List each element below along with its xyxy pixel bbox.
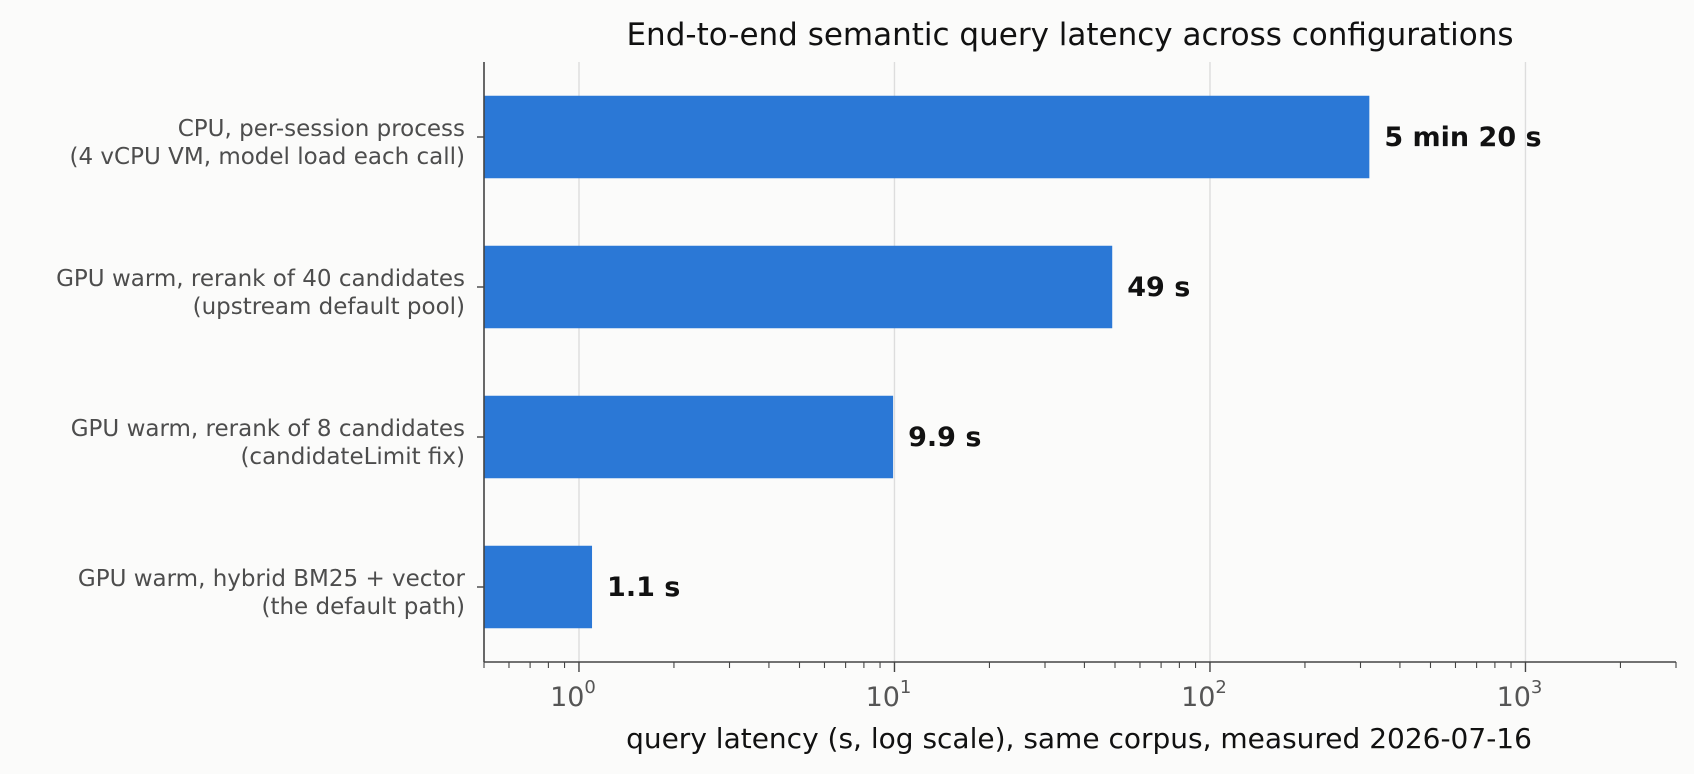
value-label-3: 1.1 s [607,572,680,603]
value-label-0: 5 min 20 s [1384,122,1541,153]
category-label-3-line2: (the default path) [261,594,465,620]
category-label-2-line2: (candidateLimit fix) [240,444,465,470]
chart-title: End-to-end semantic query latency across… [626,17,1513,53]
axes: 100 101 102 103 [477,62,1677,713]
bar-3 [484,545,593,629]
value-labels: 5 min 20 s 49 s 9.9 s 1.1 s [607,122,1542,603]
x-tick-label-0: 100 [550,677,596,713]
x-tick-label-2: 102 [1181,677,1227,713]
bar-2 [484,395,894,479]
category-label-3-line1: GPU warm, hybrid BM25 + vector [78,566,466,592]
category-label-1-line2: (upstream default pool) [193,294,465,320]
category-labels: CPU, per-session process(4 vCPU VM, mode… [56,116,465,620]
category-label-1-line1: GPU warm, rerank of 40 candidates [56,266,465,292]
value-label-2: 9.9 s [908,422,981,453]
x-axis-label: query latency (s, log scale), same corpu… [626,722,1532,755]
x-tick-label-3: 103 [1497,677,1543,713]
bars [484,95,1370,629]
category-label-0-line2: (4 vCPU VM, model load each call) [70,144,465,170]
bar-1 [484,245,1113,329]
bar-0 [484,95,1370,179]
value-label-1: 49 s [1127,272,1190,303]
x-tick-label-1: 101 [866,677,912,713]
category-label-2-line1: GPU warm, rerank of 8 candidates [71,416,465,442]
category-label-0-line1: CPU, per-session process [178,116,465,142]
